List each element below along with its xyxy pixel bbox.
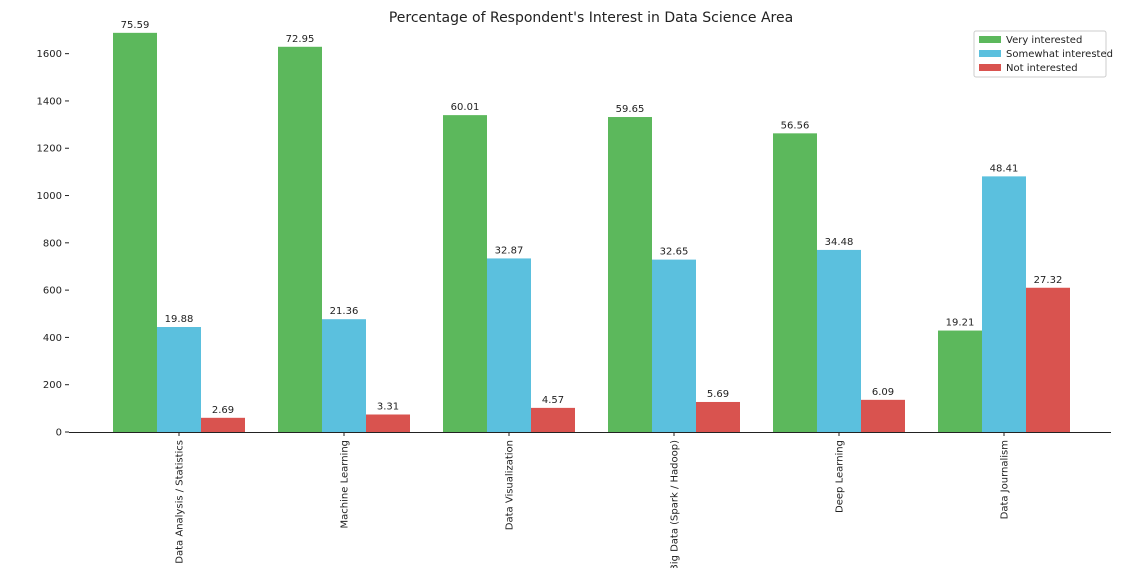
legend: Very interested Somewhat interested Not in… [973, 30, 1113, 78]
data-label: 34.48 [825, 237, 854, 248]
x-category-label: Data Journalism [1000, 440, 1011, 519]
data-label: 32.65 [660, 247, 689, 258]
data-label: 60.01 [451, 102, 480, 113]
bar-very-interested [938, 330, 982, 432]
data-label: 19.88 [165, 314, 194, 325]
bar-very-interested [608, 117, 652, 432]
y-tick-label: 1600 [37, 49, 62, 60]
bar-very-interested [113, 32, 157, 432]
data-label: 21.36 [330, 306, 359, 317]
bar-not-interested [1026, 287, 1070, 432]
y-tick-label: 1200 [37, 144, 62, 155]
bar-not-interested [696, 401, 740, 432]
data-label: 6.09 [872, 387, 894, 398]
legend-label: Very interested [1006, 35, 1082, 46]
y-tick-label: 0 [56, 428, 62, 439]
bar-not-interested [366, 414, 410, 432]
x-category-label: Data Visualization [505, 440, 516, 530]
data-label: 48.41 [990, 163, 1019, 174]
y-axis: 0 200 400 600 800 1000 1200 1400 1600 [37, 49, 69, 439]
bar-somewhat-interested [322, 319, 366, 432]
x-category-label: Deep Learning [835, 440, 846, 513]
bar-very-interested [443, 115, 487, 433]
bar-not-interested [201, 417, 245, 432]
y-tick-label: 800 [43, 238, 62, 249]
data-label: 4.57 [542, 395, 564, 406]
y-tick-label: 1400 [37, 96, 62, 107]
y-tick-label: 400 [43, 333, 62, 344]
data-label: 56.56 [781, 120, 810, 131]
legend-swatch-somewhat-interested [979, 50, 1001, 57]
x-category-label: Big Data (Spark / Hadoop) [670, 440, 681, 568]
legend-swatch-not-interested [979, 64, 1001, 71]
chart-title: Percentage of Respondent's Interest in D… [389, 10, 793, 26]
bar-somewhat-interested [487, 258, 531, 432]
bar-somewhat-interested [817, 249, 861, 432]
bar-not-interested [531, 407, 575, 432]
data-label: 32.87 [495, 245, 524, 256]
legend-box [973, 30, 1107, 78]
data-label: 5.69 [707, 389, 729, 400]
x-axis: Data Analysis / Statistics Machine Learni… [69, 432, 1111, 568]
bars [113, 32, 1070, 433]
legend-label: Somewhat interested [1006, 49, 1113, 60]
bar-somewhat-interested [652, 259, 696, 432]
y-tick-label: 1000 [37, 191, 62, 202]
data-label: 59.65 [616, 104, 645, 115]
y-tick-label: 600 [43, 286, 62, 297]
x-category-label: Machine Learning [340, 440, 351, 528]
data-label: 19.21 [946, 318, 975, 329]
x-category-label: Data Analysis / Statistics [175, 440, 186, 564]
bar-somewhat-interested [982, 176, 1026, 432]
data-label: 72.95 [286, 34, 315, 45]
bar-somewhat-interested [157, 327, 201, 432]
data-label: 2.69 [212, 405, 234, 416]
data-label: 27.32 [1034, 275, 1063, 286]
legend-swatch-very-interested [979, 36, 1001, 43]
bar-not-interested [861, 399, 905, 432]
legend-label: Not interested [1006, 63, 1078, 74]
data-label: 75.59 [121, 20, 150, 31]
bar-very-interested [773, 133, 817, 432]
y-tick-label: 200 [43, 380, 62, 391]
bar-very-interested [278, 46, 322, 432]
data-labels: 75.59 19.88 2.69 72.95 21.36 3.31 60.01 32.87 4.… [121, 20, 1063, 416]
data-label: 3.31 [377, 402, 399, 413]
